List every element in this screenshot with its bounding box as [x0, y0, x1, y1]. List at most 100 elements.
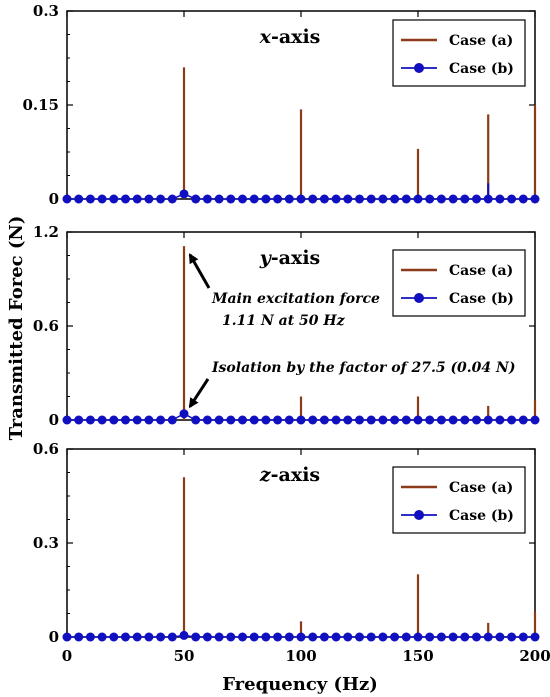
- case-b-marker: [167, 415, 177, 425]
- legend-marker: [414, 510, 424, 520]
- case-b-marker: [401, 194, 411, 204]
- case-b-marker: [425, 632, 435, 642]
- case-b-marker: [156, 194, 166, 204]
- case-b-marker: [366, 415, 376, 425]
- legend-entry-label: Case (b): [449, 291, 514, 307]
- case-b-marker: [355, 415, 364, 425]
- case-b-marker: [296, 415, 306, 425]
- case-b-marker: [378, 632, 388, 642]
- case-b-marker: [144, 194, 154, 204]
- case-b-marker: [179, 409, 189, 419]
- case-b-marker: [249, 194, 259, 204]
- case-b-marker: [343, 415, 353, 425]
- case-b-marker: [378, 194, 388, 204]
- case-b-marker: [308, 632, 318, 642]
- case-b-marker: [530, 632, 540, 642]
- case-b-marker: [448, 194, 458, 204]
- case-b-marker: [448, 632, 458, 642]
- case-b-marker: [343, 194, 353, 204]
- legend-entry-label: Case (b): [449, 61, 514, 77]
- case-b-marker: [261, 194, 271, 204]
- case-b-marker: [319, 194, 329, 204]
- case-b-marker: [495, 194, 505, 204]
- panel-title: x-axis: [259, 26, 321, 48]
- case-b-marker: [191, 632, 201, 642]
- case-b-marker: [436, 415, 446, 425]
- legend-entry-label: Case (a): [449, 33, 513, 49]
- case-b-marker: [156, 415, 166, 425]
- legend-marker: [414, 293, 424, 303]
- case-b-marker: [390, 415, 400, 425]
- case-b-marker: [460, 194, 470, 204]
- case-b-marker: [413, 632, 423, 642]
- case-b-marker: [284, 632, 294, 642]
- case-b-marker: [460, 632, 470, 642]
- case-b-marker: [109, 194, 119, 204]
- legend-box: [392, 19, 526, 87]
- case-b-marker: [226, 632, 236, 642]
- annotation-arrow: [188, 378, 210, 409]
- case-b-marker: [331, 632, 341, 642]
- case-b-marker: [366, 632, 376, 642]
- case-b-marker: [495, 632, 505, 642]
- case-b-marker: [109, 415, 119, 425]
- x-tick-label: 50: [174, 647, 195, 665]
- case-b-marker: [121, 194, 130, 204]
- case-b-marker: [167, 194, 177, 204]
- legend-marker: [414, 63, 424, 73]
- case-b-marker: [507, 415, 517, 425]
- case-b-marker: [401, 415, 411, 425]
- y-axis-title: Transmitted Forec (N): [6, 216, 27, 441]
- case-b-marker: [74, 632, 84, 642]
- case-b-marker: [132, 194, 142, 204]
- x-axis-title: Frequency (Hz): [222, 674, 378, 695]
- panel-title-rest: -axis: [271, 464, 320, 486]
- case-b-marker: [144, 632, 154, 642]
- legend-entry-label: Case (a): [449, 480, 513, 496]
- case-b-marker: [144, 415, 154, 425]
- case-b-marker: [507, 632, 517, 642]
- case-b-marker: [518, 415, 528, 425]
- annotation-text: Main excitation force: [211, 291, 380, 307]
- case-b-marker: [331, 415, 341, 425]
- case-b-marker: [331, 194, 341, 204]
- case-b-marker: [495, 415, 505, 425]
- case-b-marker: [425, 194, 435, 204]
- case-b-marker: [202, 415, 212, 425]
- case-b-marker: [249, 415, 259, 425]
- case-b-marker: [62, 632, 72, 642]
- case-b-marker: [238, 194, 247, 204]
- case-b-marker: [436, 194, 446, 204]
- case-b-marker: [179, 189, 189, 199]
- case-b-marker: [191, 415, 201, 425]
- y-tick-label: 0.6: [33, 440, 59, 458]
- case-b-marker: [355, 194, 364, 204]
- legend-entry-label: Case (a): [449, 263, 513, 279]
- panel-z-axis: 0 0.3 0.6 0 50 100 150 200 z-axis Case (a) Case (b…: [33, 440, 550, 665]
- case-b-marker: [472, 194, 481, 204]
- case-b-marker: [284, 194, 294, 204]
- panels-layer: 00.150.3x-axis Case (a)Case (b)00.61.2y-a…: [22, 2, 550, 665]
- case-b-marker: [121, 415, 130, 425]
- case-b-marker: [97, 415, 107, 425]
- legend-box: [392, 249, 526, 317]
- panel-title: z-axis: [259, 464, 320, 486]
- case-b-marker: [226, 194, 236, 204]
- case-b-marker: [202, 194, 212, 204]
- panel-title-variable: z: [259, 464, 272, 486]
- panel-y-axis: 0 0.6 1.2 y-axis Case (a) Case (b) Main excita…: [33, 223, 540, 429]
- case-b-marker: [518, 632, 528, 642]
- case-b-marker: [249, 632, 259, 642]
- case-b-marker: [413, 415, 423, 425]
- panel-title-rest: -axis: [271, 26, 320, 48]
- panel-title-variable: y: [259, 247, 273, 269]
- legend: Case (a) Case (b): [392, 466, 526, 534]
- y-tick-label: 0.3: [33, 2, 59, 20]
- case-b-marker: [74, 415, 84, 425]
- case-b-marker: [214, 415, 224, 425]
- case-b-marker: [214, 194, 224, 204]
- panel-title: y-axis: [259, 247, 321, 269]
- panel-x-axis: 0 0.15 0.3 x-axis Case (a) Case (b): [22, 2, 540, 208]
- case-b-marker: [308, 415, 318, 425]
